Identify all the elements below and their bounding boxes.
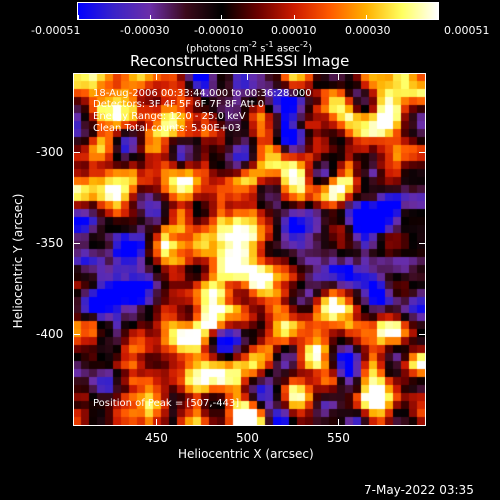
- y-tick-mark: [74, 334, 80, 335]
- detectors-label: Detectors: 3F 4F 5F 6F 7F 8F Att 0: [93, 99, 265, 110]
- peak-position-label: Position of Peak = [507,-443]: [93, 398, 240, 409]
- energy-range-label: Energy Range: 12.0 - 25.0 keV: [93, 111, 246, 122]
- x-tick-label: 500: [236, 431, 259, 445]
- colorbar: [77, 2, 439, 20]
- colorbar-tick-label: 0.00051: [444, 24, 490, 37]
- x-tick-mark: [247, 74, 248, 80]
- y-tick-mark: [74, 243, 80, 244]
- hard-xray-image: [74, 74, 425, 425]
- x-tick-mark: [338, 419, 339, 425]
- y-tick-mark: [419, 243, 425, 244]
- y-tick-mark: [419, 152, 425, 153]
- x-tick-mark: [156, 419, 157, 425]
- colorbar-tick-label: -0.00030: [120, 24, 170, 37]
- y-tick-label: -300: [36, 145, 64, 159]
- x-tick-label: 550: [327, 431, 350, 445]
- x-axis-label: Heliocentric X (arcsec): [178, 447, 314, 461]
- image-title: Reconstructed RHESSI Image: [130, 52, 350, 70]
- timestamp: 7-May-2022 03:35: [364, 483, 474, 497]
- x-tick-mark: [156, 74, 157, 80]
- x-tick-mark: [247, 419, 248, 425]
- y-tick-mark: [419, 334, 425, 335]
- time-range-label: 18-Aug-2006 00:33:44.000 to 00:36:28.000: [93, 88, 312, 99]
- y-tick-label: -400: [36, 327, 64, 341]
- y-tick-label: -350: [36, 236, 64, 250]
- colorbar-tick-label: 0.00030: [345, 24, 391, 37]
- y-tick-mark: [74, 152, 80, 153]
- x-tick-label: 450: [145, 431, 168, 445]
- clean-counts-label: Clean Total counts: 5.90E+03: [93, 123, 241, 134]
- colorbar-tick-label: 0.00010: [271, 24, 317, 37]
- x-tick-mark: [338, 74, 339, 80]
- colorbar-units: (photons cm-2 s-1 asec-2): [186, 39, 313, 55]
- colorbar-tick-label: -0.00051: [31, 24, 81, 37]
- y-axis-label: Heliocentric Y (arcsec): [11, 193, 25, 329]
- image-plot-area[interactable]: 18-Aug-2006 00:33:44.000 to 00:36:28.000…: [73, 73, 426, 426]
- colorbar-tick-label: -0.00010: [194, 24, 244, 37]
